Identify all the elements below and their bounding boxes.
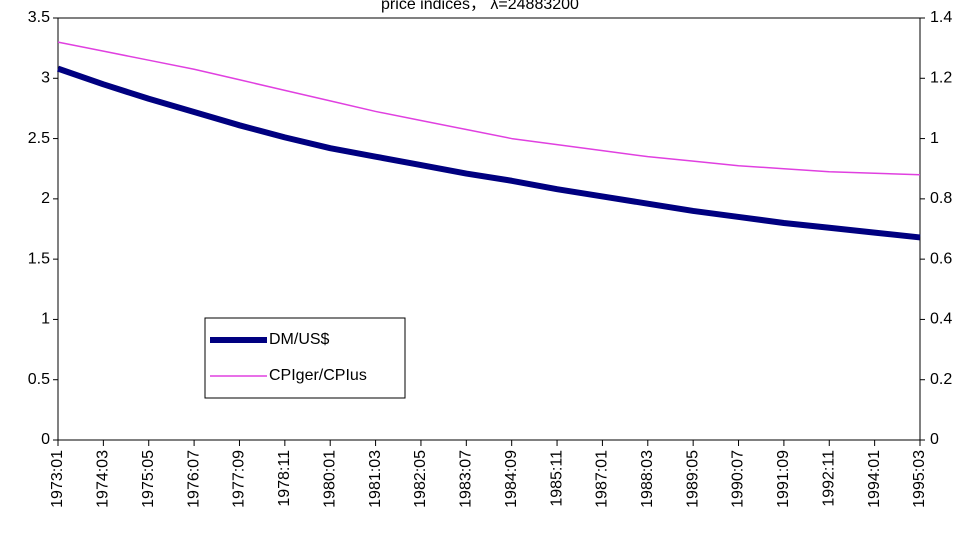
x-tick-label: 1975:05	[140, 450, 157, 508]
x-tick-label: 1977:09	[231, 450, 248, 508]
x-tick-label: 1978:11	[276, 450, 293, 507]
y-tick-label: 1.5	[28, 250, 50, 267]
y-tick-label: 2.5	[28, 130, 50, 147]
x-tick-label: 1992:11	[820, 450, 837, 507]
x-tick-label: 1995:03	[911, 450, 928, 508]
plot-frame	[57, 17, 921, 441]
y2-tick-label: 1.2	[930, 70, 952, 87]
y-tick-label: 1	[41, 311, 50, 328]
y2-tick-label: 1	[930, 130, 939, 147]
legend-box	[204, 317, 406, 399]
legend-label: DM/US$	[269, 331, 330, 348]
x-tick-label: 1980:01	[321, 450, 338, 508]
y2-tick-label: 0.6	[930, 250, 952, 267]
y2-tick-label: 0.8	[930, 190, 952, 207]
y-tick-label: 0.5	[28, 371, 50, 388]
x-tick-label: 1991:09	[775, 450, 792, 508]
x-tick-label: 1974:03	[95, 450, 112, 508]
x-tick-label: 1989:05	[684, 450, 701, 508]
x-tick-label: 1976:07	[185, 450, 202, 508]
legend-label: CPIger/CPIus	[269, 367, 367, 384]
y-tick-label: 3.5	[28, 9, 50, 26]
x-tick-label: 1987:01	[594, 450, 611, 508]
x-tick-label: 1983:07	[458, 450, 475, 508]
chart-title: price indices， λ=24883200	[381, 0, 579, 13]
y-tick-label: 2	[41, 190, 50, 207]
x-tick-label: 1982:05	[412, 450, 429, 508]
x-tick-label: 1990:07	[730, 450, 747, 508]
x-tick-label: 1984:09	[503, 450, 520, 508]
x-tick-label: 1988:03	[639, 450, 656, 508]
x-tick-label: 1973:01	[49, 450, 66, 508]
y2-tick-label: 0	[930, 431, 939, 448]
y2-tick-label: 0.4	[930, 311, 952, 328]
x-tick-label: 1985:11	[548, 450, 565, 507]
y2-tick-label: 0.2	[930, 371, 952, 388]
series-line	[57, 41, 921, 176]
x-tick-label: 1981:03	[367, 450, 384, 508]
y-tick-label: 0	[41, 431, 50, 448]
y-tick-label: 3	[41, 70, 50, 87]
y2-tick-label: 1.4	[930, 9, 952, 26]
series-line	[57, 65, 921, 241]
x-tick-label: 1994:01	[866, 450, 883, 508]
